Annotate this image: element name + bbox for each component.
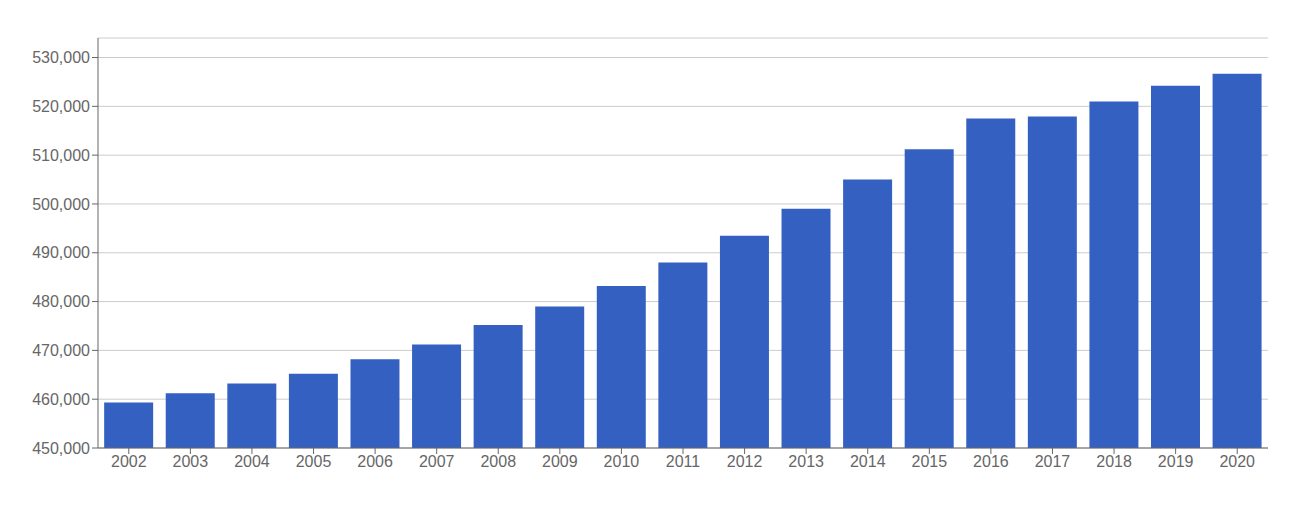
svg-text:2005: 2005 bbox=[296, 453, 332, 470]
svg-text:2017: 2017 bbox=[1035, 453, 1071, 470]
svg-text:2015: 2015 bbox=[912, 453, 948, 470]
svg-text:2011: 2011 bbox=[666, 453, 701, 470]
svg-text:2013: 2013 bbox=[788, 453, 824, 470]
svg-text:470,000: 470,000 bbox=[32, 342, 90, 359]
svg-text:460,000: 460,000 bbox=[32, 391, 90, 408]
svg-text:2007: 2007 bbox=[419, 453, 455, 470]
svg-text:2016: 2016 bbox=[973, 453, 1009, 470]
svg-text:2014: 2014 bbox=[850, 453, 886, 470]
svg-text:510,000: 510,000 bbox=[32, 147, 90, 164]
svg-text:2020: 2020 bbox=[1219, 453, 1255, 470]
svg-text:530,000: 530,000 bbox=[32, 49, 90, 66]
svg-text:520,000: 520,000 bbox=[32, 98, 90, 115]
svg-text:2002: 2002 bbox=[111, 453, 147, 470]
svg-text:2004: 2004 bbox=[234, 453, 270, 470]
svg-text:2006: 2006 bbox=[357, 453, 393, 470]
svg-text:500,000: 500,000 bbox=[32, 196, 90, 213]
svg-text:2012: 2012 bbox=[727, 453, 763, 470]
svg-text:480,000: 480,000 bbox=[32, 293, 90, 310]
svg-text:450,000: 450,000 bbox=[32, 440, 90, 457]
svg-text:2008: 2008 bbox=[480, 453, 516, 470]
svg-text:2009: 2009 bbox=[542, 453, 578, 470]
svg-text:2019: 2019 bbox=[1158, 453, 1194, 470]
svg-text:2018: 2018 bbox=[1096, 453, 1132, 470]
svg-text:2010: 2010 bbox=[604, 453, 640, 470]
svg-text:490,000: 490,000 bbox=[32, 244, 90, 261]
svg-text:2003: 2003 bbox=[173, 453, 209, 470]
